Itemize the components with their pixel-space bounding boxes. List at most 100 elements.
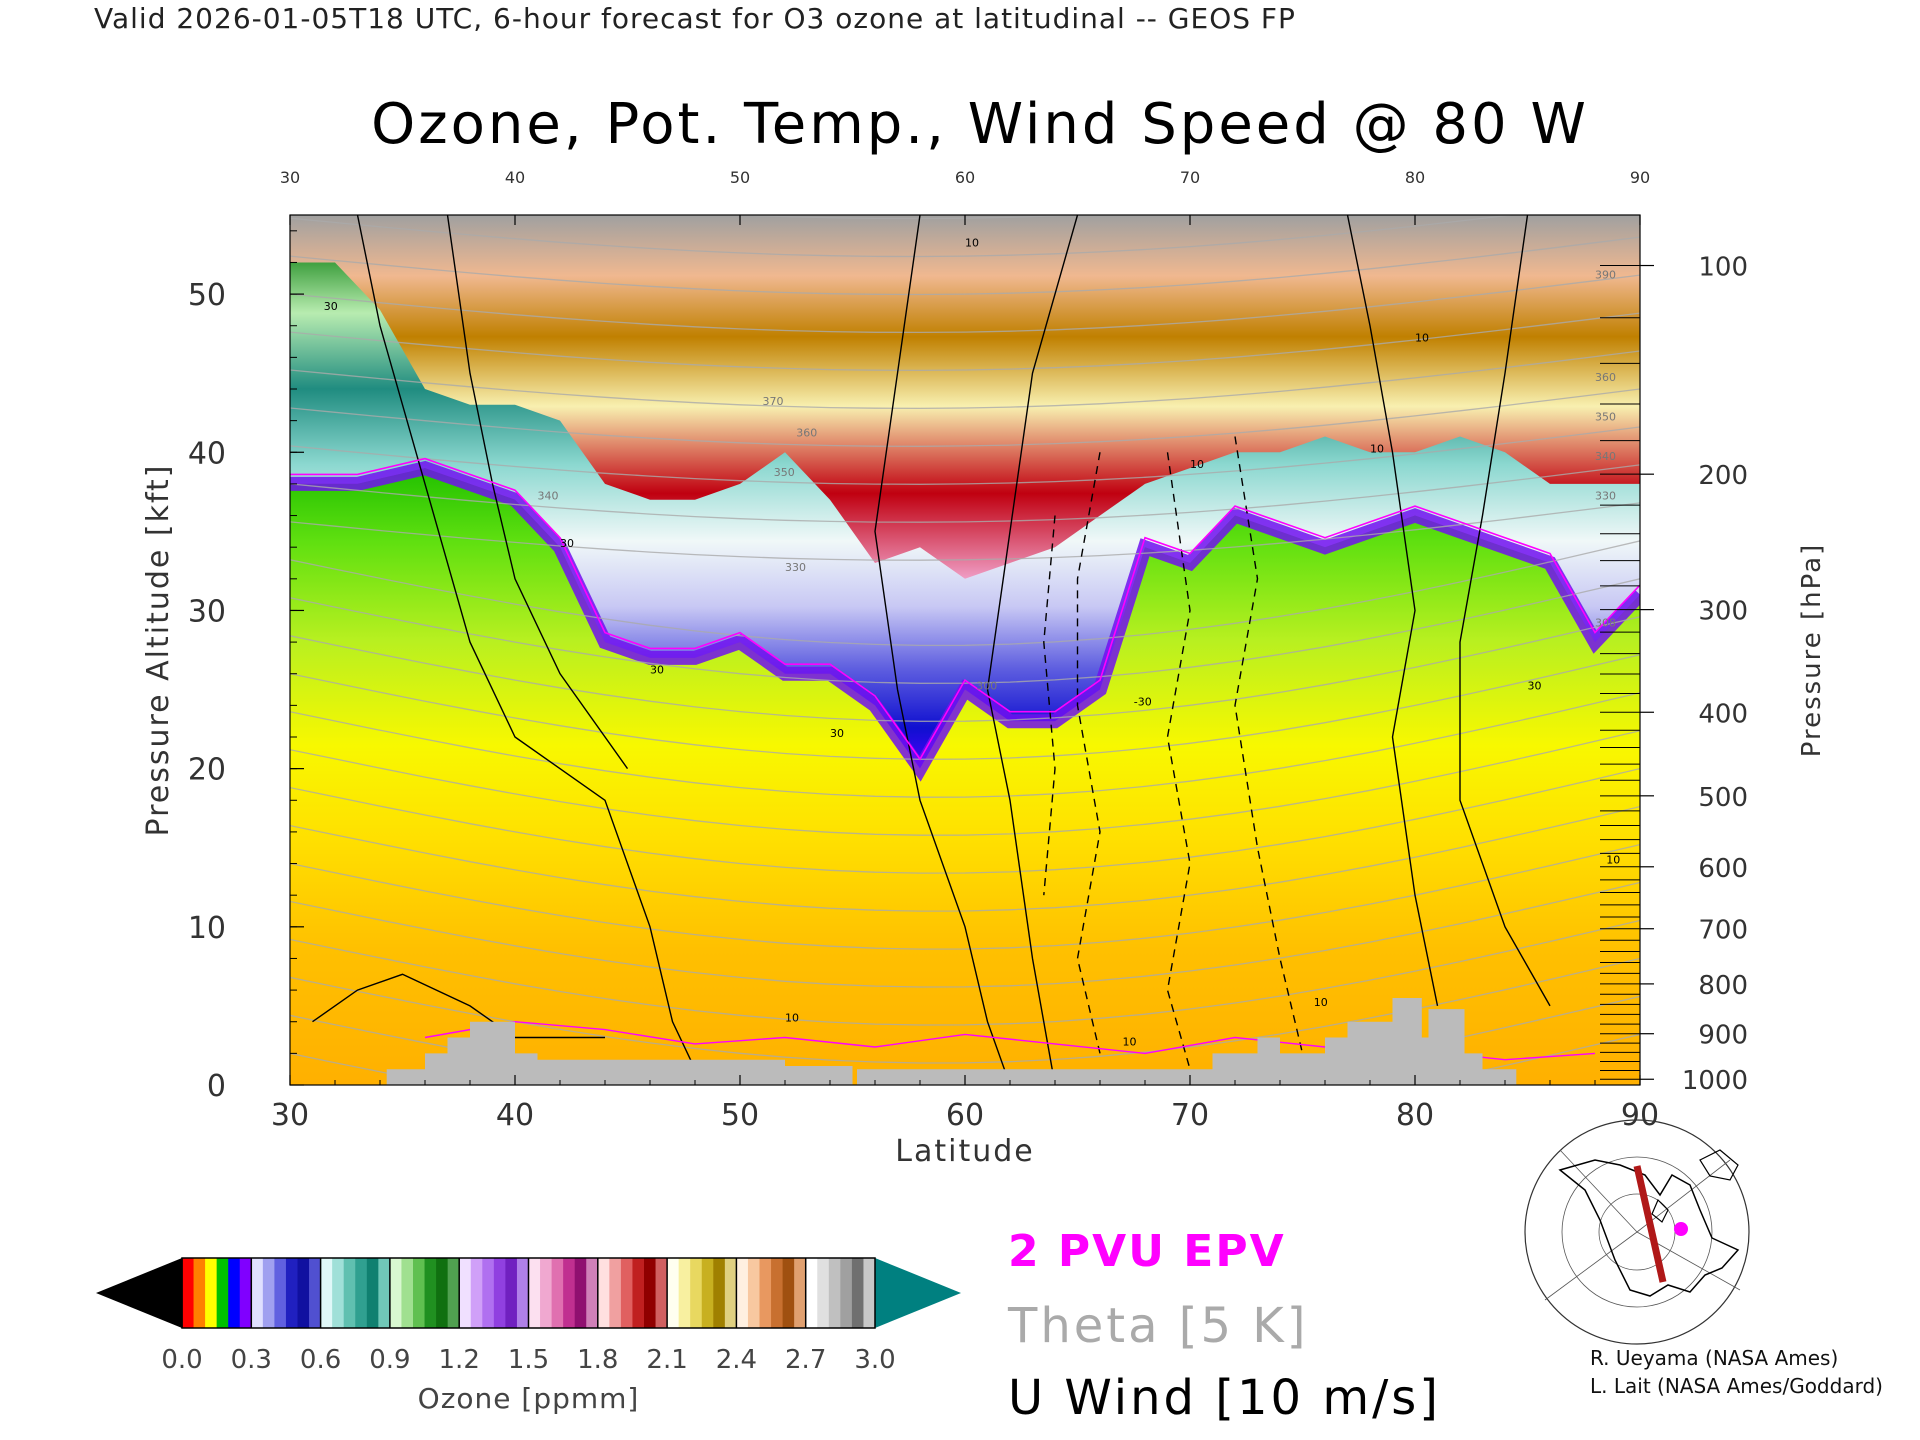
wind-contour-label: 30 bbox=[560, 537, 574, 550]
colorbar-swatch bbox=[817, 1258, 830, 1328]
theta-contour-label: 330 bbox=[785, 561, 806, 574]
colorbar-swatch bbox=[574, 1258, 587, 1328]
theta-isentrope bbox=[290, 654, 1640, 760]
theta-isentrope bbox=[290, 502, 1640, 561]
colorbar-swatch bbox=[713, 1258, 726, 1328]
colorbar-swatch bbox=[516, 1258, 529, 1328]
u-wind-contour-negative bbox=[1234, 436, 1304, 1054]
x-tick-label: 70 bbox=[1171, 1098, 1209, 1133]
map-outer-latitude-circle bbox=[1524, 1119, 1750, 1345]
y-tick-label: 10 bbox=[188, 911, 226, 946]
colorbar-tick-label: 2.4 bbox=[716, 1345, 757, 1375]
colorbar-tick-label: 0.0 bbox=[161, 1345, 202, 1375]
pressure-tick-label: 500 bbox=[1698, 783, 1748, 813]
wind-contour-label: 10 bbox=[785, 1012, 799, 1025]
chart-title: Ozone, Pot. Temp., Wind Speed @ 80 W bbox=[371, 92, 1589, 157]
u-wind-contour bbox=[356, 215, 696, 1070]
colorbar-swatch bbox=[655, 1258, 668, 1328]
colorbar-swatch bbox=[736, 1258, 749, 1328]
colorbar-swatch bbox=[447, 1258, 460, 1328]
colorbar-swatch bbox=[355, 1258, 368, 1328]
colorbar-swatch bbox=[540, 1258, 553, 1328]
tropopause-band bbox=[290, 460, 1640, 782]
colorbar-swatch bbox=[401, 1258, 414, 1328]
wind-contour-label: 10 bbox=[965, 237, 979, 250]
colorbar-swatch bbox=[309, 1258, 322, 1328]
x-tick-label: 90 bbox=[1621, 1098, 1659, 1133]
colorbar-swatch bbox=[840, 1258, 853, 1328]
x-tick-label: 60 bbox=[946, 1098, 984, 1133]
colorbar-swatch bbox=[493, 1258, 506, 1328]
colorbar-swatch bbox=[597, 1258, 610, 1328]
colorbar-tick-label: 2.7 bbox=[785, 1345, 826, 1375]
pressure-tick-label: 800 bbox=[1698, 971, 1748, 1001]
theta-contour-label: 350 bbox=[774, 466, 795, 479]
map-meridian bbox=[1559, 1149, 1638, 1233]
colorbar-swatch bbox=[459, 1258, 472, 1328]
x-tick-label: 80 bbox=[1396, 1098, 1434, 1133]
wind-contour-label: 10 bbox=[1606, 854, 1620, 867]
map-meridian bbox=[1544, 1231, 1638, 1301]
colorbar-tick-label: 1.8 bbox=[577, 1345, 618, 1375]
colorbar-tick-label: 0.9 bbox=[369, 1345, 410, 1375]
credit-line: L. Lait (NASA Ames/Goddard) bbox=[1590, 1374, 1883, 1398]
theta-contour-label: 370 bbox=[763, 395, 784, 408]
colorbar-swatch bbox=[771, 1258, 784, 1328]
map-location-dot bbox=[1674, 1222, 1688, 1236]
colorbar-tick-label: 2.1 bbox=[646, 1345, 687, 1375]
colorbar-swatch bbox=[851, 1258, 864, 1328]
colorbar-swatch bbox=[389, 1258, 402, 1328]
u-wind-contour bbox=[1459, 215, 1551, 1007]
theta-contour-label: 300 bbox=[976, 680, 997, 693]
theta-isentrope bbox=[290, 464, 1640, 523]
epv-2pvu-contour bbox=[290, 457, 1640, 761]
colorbar-swatch bbox=[320, 1258, 333, 1328]
y-tick-label: 0 bbox=[207, 1069, 226, 1104]
theta-isentrope bbox=[290, 215, 1517, 258]
x-top-tick-label: 80 bbox=[1405, 168, 1425, 187]
colorbar-swatch bbox=[678, 1258, 691, 1328]
y-tick-label: 30 bbox=[188, 594, 226, 629]
colorbar-swatch bbox=[378, 1258, 391, 1328]
valid-time-header: Valid 2026-01-05T18 UTC, 6-hour forecast… bbox=[94, 2, 1296, 35]
theta-isentrope bbox=[290, 350, 1640, 410]
colorbar-swatch bbox=[644, 1258, 657, 1328]
theta-isentrope bbox=[290, 616, 1640, 722]
theta-isentrope bbox=[290, 426, 1640, 485]
colorbar-swatch bbox=[759, 1258, 772, 1328]
colorbar-swatch bbox=[274, 1258, 287, 1328]
theta-contour-label: 340 bbox=[538, 490, 559, 503]
map-coastline bbox=[1558, 1159, 1740, 1297]
u-wind-contour bbox=[874, 215, 1011, 1085]
colorbar-swatch bbox=[632, 1258, 645, 1328]
stratosphere-ozone-field bbox=[290, 262, 1640, 769]
theta-isentrope bbox=[290, 730, 1640, 836]
map-coastline bbox=[1651, 1198, 1669, 1223]
theta-isentrope bbox=[290, 767, 1640, 874]
x-top-tick-label: 40 bbox=[505, 168, 525, 187]
u-wind-contour bbox=[1346, 215, 1439, 1007]
troposphere-ozone-field bbox=[290, 468, 1640, 1085]
colorbar-swatch bbox=[828, 1258, 841, 1328]
colorbar-swatch bbox=[667, 1258, 680, 1328]
map-latitude-circle bbox=[1561, 1156, 1713, 1308]
theta-isentrope bbox=[290, 805, 1640, 912]
theta-contour-label: 390 bbox=[1595, 268, 1616, 281]
wind-contour-label: 10 bbox=[1123, 1035, 1137, 1048]
colorbar-swatch bbox=[228, 1258, 241, 1328]
colorbar-swatch bbox=[701, 1258, 714, 1328]
colorbar-tick-label: 0.6 bbox=[300, 1345, 341, 1375]
y-tick-label: 40 bbox=[188, 436, 226, 471]
credit-line: R. Ueyama (NASA Ames) bbox=[1590, 1346, 1839, 1370]
u-wind-contour-negative bbox=[1166, 452, 1191, 1070]
theta-isentrope bbox=[290, 236, 1640, 296]
x-top-tick-label: 90 bbox=[1630, 168, 1650, 187]
pressure-tick-label: 400 bbox=[1698, 699, 1748, 729]
y-axis-label: Pressure Altitude [kft] bbox=[141, 464, 176, 837]
colorbar-swatch bbox=[332, 1258, 345, 1328]
colorbar-swatch bbox=[251, 1258, 264, 1328]
theta-isentrope bbox=[290, 312, 1640, 372]
pressure-tick-label: 700 bbox=[1698, 916, 1748, 946]
x-tick-label: 30 bbox=[271, 1098, 309, 1133]
